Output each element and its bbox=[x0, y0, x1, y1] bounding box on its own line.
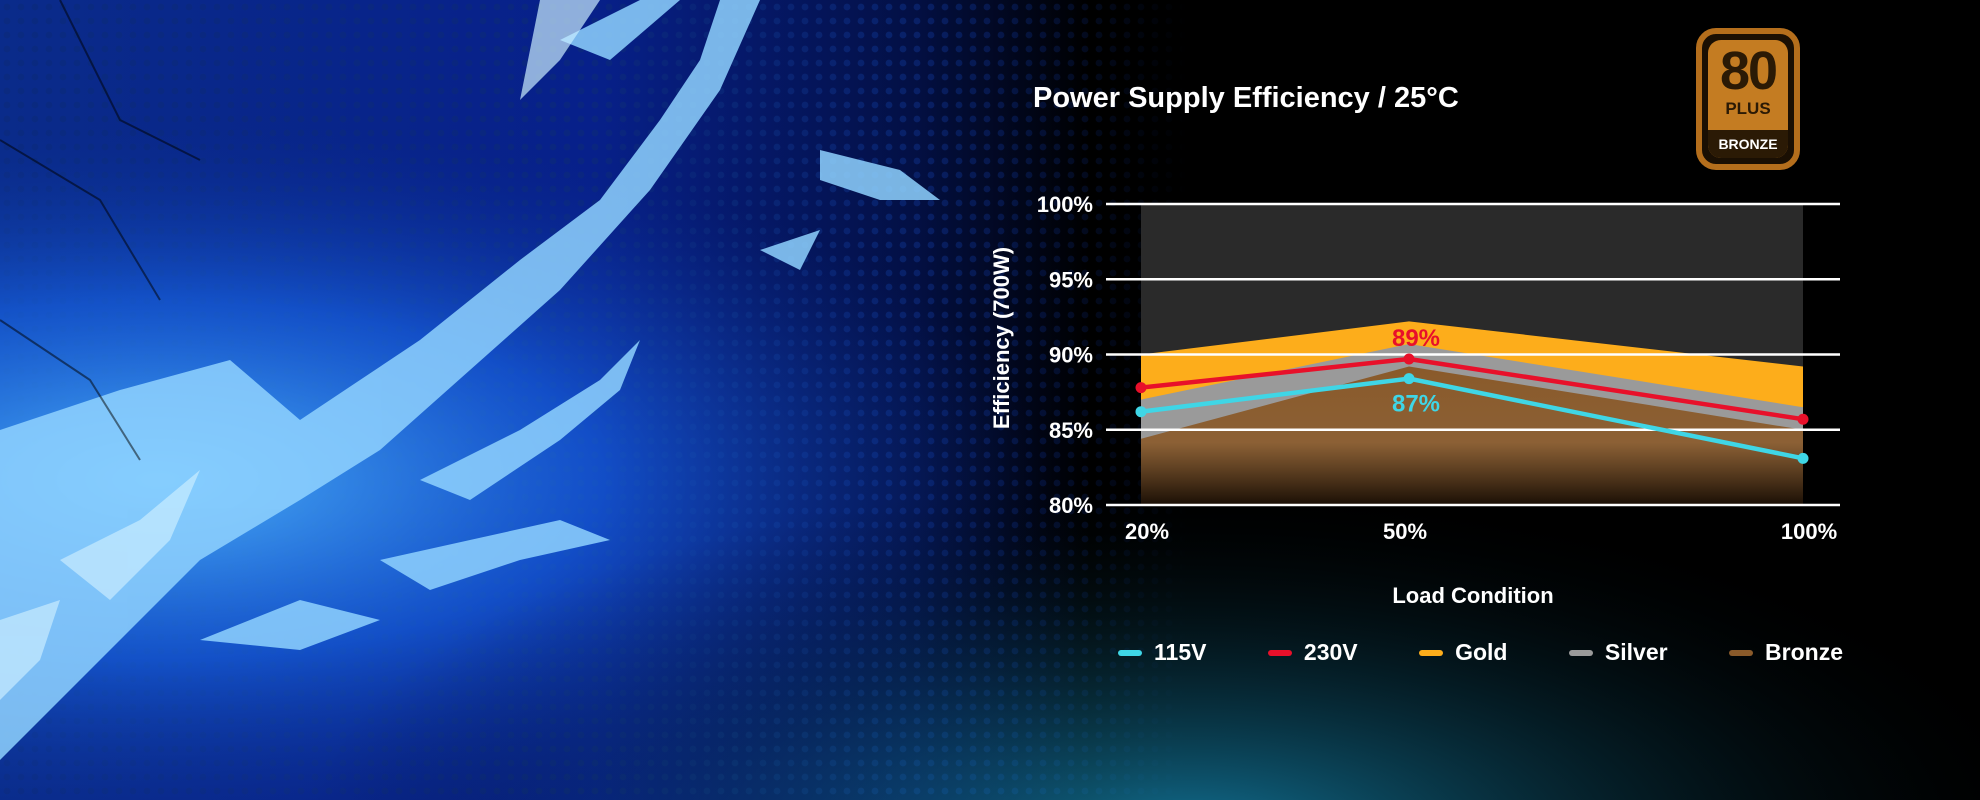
data-label-230v: 89% bbox=[1392, 325, 1440, 352]
legend-label-silver: Silver bbox=[1604, 639, 1668, 665]
area-bronze bbox=[1141, 366, 1803, 505]
chart-legend: 115V 230V Gold Silver Bronze bbox=[1118, 639, 1843, 666]
legend-swatch-silver bbox=[1568, 649, 1593, 656]
y-axis-title: Efficiency (700W) bbox=[989, 247, 1014, 429]
x-tick-label: 100% bbox=[1781, 519, 1837, 544]
x-tick-label: 20% bbox=[1125, 519, 1169, 544]
y-tick-label: 85% bbox=[1049, 418, 1093, 443]
x-axis-title: Load Condition bbox=[1392, 583, 1553, 608]
point-115v bbox=[1797, 452, 1809, 464]
legend-label-115v: 115V bbox=[1154, 639, 1207, 665]
y-tick-label: 90% bbox=[1049, 343, 1093, 368]
point-115v bbox=[1403, 373, 1415, 385]
badge-plus-label: PLUS bbox=[1725, 99, 1771, 118]
point-230v bbox=[1135, 382, 1147, 394]
legend-swatch-gold bbox=[1419, 649, 1444, 656]
point-230v bbox=[1403, 353, 1415, 365]
legend-item-bronze: Bronze bbox=[1729, 639, 1843, 666]
legend-label-230v: 230V bbox=[1303, 639, 1358, 665]
x-tick-label: 50% bbox=[1383, 519, 1427, 544]
legend-swatch-230v bbox=[1267, 649, 1292, 656]
y-tick-label: 95% bbox=[1049, 267, 1093, 292]
data-label-115v: 87% bbox=[1392, 391, 1440, 418]
badge-number: 80 bbox=[1719, 41, 1778, 101]
legend-swatch-bronze bbox=[1729, 649, 1754, 656]
legend-swatch-115v bbox=[1118, 649, 1142, 656]
chart-title: Power Supply Efficiency / 25°C bbox=[1033, 82, 1459, 114]
legend-item-gold: Gold bbox=[1419, 639, 1507, 666]
y-tick-label: 100% bbox=[1037, 192, 1093, 217]
point-230v bbox=[1797, 413, 1809, 425]
legend-item-115v: 115V bbox=[1118, 639, 1206, 666]
legend-label-gold: Gold bbox=[1455, 639, 1508, 665]
80-plus-bronze-badge: 80 PLUS BRONZE bbox=[1696, 28, 1800, 170]
legend-item-silver: Silver bbox=[1568, 639, 1668, 666]
legend-item-230v: 230V bbox=[1267, 639, 1358, 666]
legend-label-bronze: Bronze bbox=[1765, 639, 1843, 665]
y-tick-label: 80% bbox=[1049, 493, 1093, 518]
point-115v bbox=[1135, 406, 1147, 418]
badge-tier-label: BRONZE bbox=[1708, 130, 1788, 158]
badge-inner: 80 PLUS BRONZE bbox=[1708, 40, 1788, 158]
